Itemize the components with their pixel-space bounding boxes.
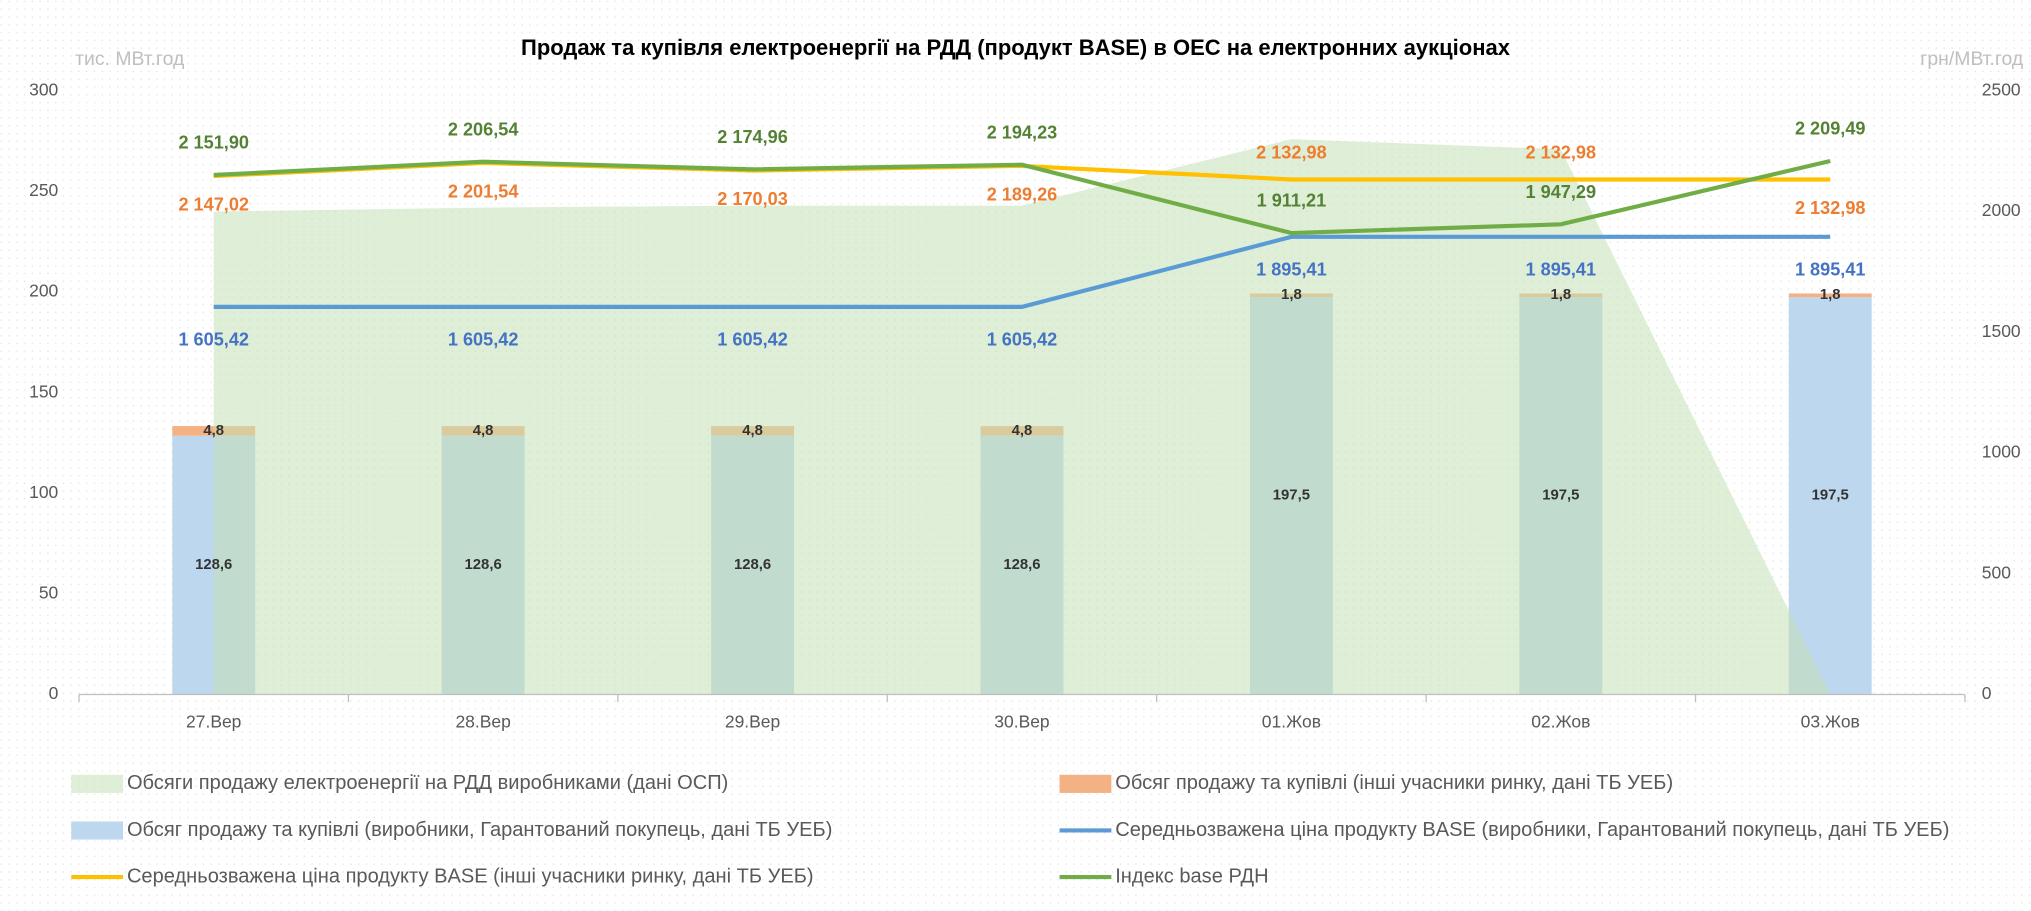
legend-swatch: [1059, 774, 1112, 793]
y-tick-label: 300: [29, 80, 58, 100]
value-label: 2 132,98: [1795, 198, 1866, 218]
y2-tick-label: 1000: [1982, 442, 2021, 462]
legend-swatch: [71, 821, 124, 840]
value-label: 2 147,02: [178, 195, 249, 215]
value-label: 2 206,54: [448, 119, 519, 139]
value-label: 2 132,98: [1256, 142, 1327, 162]
value-label: 2 194,23: [987, 122, 1058, 142]
y2-tick-label: 2500: [1982, 80, 2021, 100]
y2-tick-label: 500: [1982, 562, 2011, 582]
bar-label: 4,8: [203, 423, 224, 439]
value-label: 2 201,54: [448, 182, 519, 202]
bar-label: 197,5: [1812, 488, 1849, 504]
legend-label: Індекс base РДН: [1115, 865, 1268, 887]
value-label: 2 170,03: [717, 189, 788, 209]
value-label: 1 605,42: [448, 329, 519, 349]
y-axis-label: тис. МВт.год: [75, 48, 184, 70]
y-tick-label: 150: [29, 381, 58, 401]
bar-label: 1,8: [1281, 287, 1302, 303]
value-label: 2 151,90: [178, 133, 249, 153]
bar-label: 4,8: [1012, 423, 1033, 439]
value-label: 1 605,42: [178, 329, 249, 349]
y-tick-label: 50: [39, 583, 59, 603]
bar-label: 128,6: [195, 557, 232, 573]
bar: [1788, 293, 1872, 298]
bar-label: 197,5: [1273, 488, 1310, 504]
x-tick-label: 30.Вер: [994, 712, 1049, 732]
value-label: 2 132,98: [1526, 142, 1597, 162]
y-tick-label: 200: [29, 281, 58, 301]
y-tick-label: 100: [29, 482, 58, 502]
legend-label: Середньозважена ціна продукту BASE (інші…: [127, 865, 814, 887]
x-tick-label: 01.Жов: [1262, 712, 1321, 732]
line: [213, 159, 1831, 236]
legend-swatch: [71, 774, 124, 793]
value-label: 2 174,96: [717, 127, 788, 147]
x-tick-label: 28.Вер: [455, 712, 510, 732]
y2-tick-label: 1500: [1982, 321, 2021, 341]
y2-tick-label: 2000: [1982, 200, 2021, 220]
area: [213, 139, 1831, 695]
x-tick-label: 03.Жов: [1801, 712, 1860, 732]
value-label: 1 605,42: [717, 329, 788, 349]
value-label: 1 895,41: [1795, 259, 1866, 279]
chart-title: Продаж та купівля електроенергії на РДД …: [521, 35, 1511, 60]
x-tick-label: 02.Жов: [1531, 712, 1590, 732]
value-label: 1 911,21: [1257, 191, 1327, 211]
value-label: 2 189,26: [987, 184, 1058, 204]
y-tick-label: 250: [29, 180, 58, 200]
y2-axis-label: грн/МВт.год: [1920, 48, 2023, 70]
bar: [1788, 297, 1872, 695]
bar-label: 197,5: [1542, 488, 1579, 504]
value-label: 1 895,41: [1256, 259, 1327, 279]
legend-label: Середньозважена ціна продукту BASE (виро…: [1115, 819, 1949, 841]
legend-label: Обсяг продажу та купівлі (виробники, Гар…: [127, 819, 832, 841]
bar-label: 128,6: [1003, 557, 1040, 573]
value-label: 2 209,49: [1795, 119, 1866, 139]
value-label: 1 895,41: [1526, 259, 1597, 279]
x-tick-label: 29.Вер: [725, 712, 780, 732]
bar-label: 128,6: [465, 557, 502, 573]
bar-label: 4,8: [742, 423, 763, 439]
bar-label: 4,8: [473, 423, 494, 439]
value-label: 1 947,29: [1526, 182, 1597, 202]
y2-tick-label: 0: [1982, 683, 1992, 703]
value-label: 1 605,42: [987, 329, 1058, 349]
legend-label: Обсяг продажу та купівлі (інші учасники …: [1115, 772, 1673, 794]
y-tick-label: 0: [49, 683, 59, 703]
line: [213, 234, 1831, 309]
bar-label: 1,8: [1820, 287, 1841, 303]
x-tick-label: 27.Вер: [186, 712, 241, 732]
bar-label: 1,8: [1550, 287, 1571, 303]
legend-label: Обсяги продажу електроенергії на РДД вир…: [127, 772, 728, 794]
bar-label: 128,6: [734, 557, 771, 573]
